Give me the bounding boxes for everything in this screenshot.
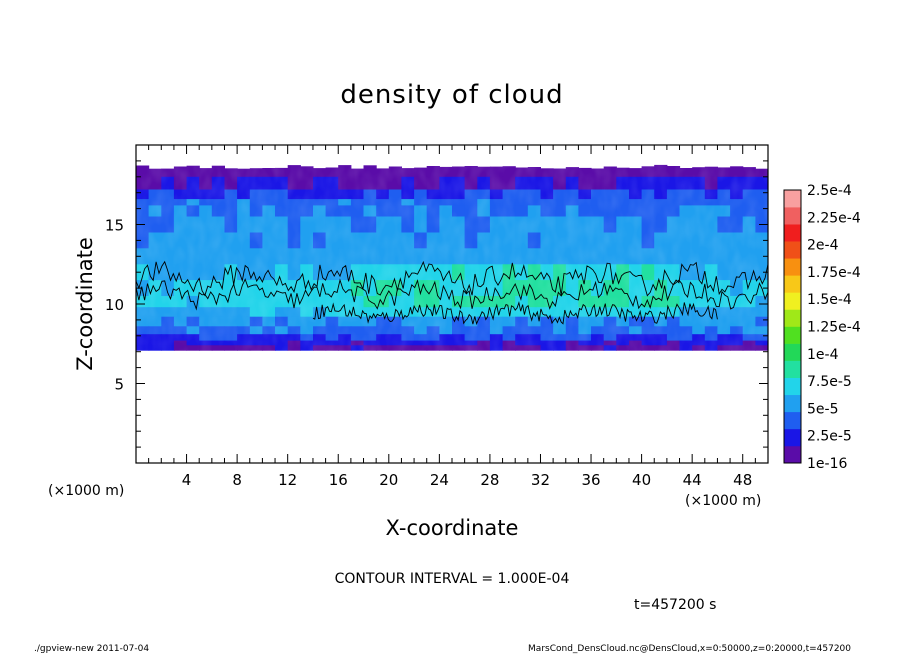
colorbar-label: 1.25e-4 [807,320,861,336]
colorbar-swatch [784,428,801,447]
y-unit-label: (×1000 m) [48,483,124,499]
x-axis: 4 8 12 16 20 24 28 32 36 40 44 48 [148,145,756,489]
contour-line [136,260,768,297]
y-tick-label: 10 [105,296,124,314]
colorbar-swatch [784,241,801,259]
colorbar-swatch [784,224,801,242]
x-tick-label: 4 [182,471,192,489]
contour-interval-label: CONTOUR INTERVAL = 1.000E-04 [335,571,570,587]
x-tick-label: 44 [683,471,702,489]
x-tick-label: 48 [733,471,752,489]
colorbar-frame [783,189,802,464]
colorbar-label: 5e-5 [807,401,838,417]
colorbar-label: 1e-4 [807,347,839,363]
x-tick-label: 16 [329,471,348,489]
colorbar-label: 1.75e-4 [807,265,861,281]
x-tick-label: 32 [531,471,550,489]
colorbar-label: 2.5e-5 [807,429,852,445]
contour-line [136,278,768,311]
x-axis-label: X-coordinate [386,516,519,540]
x-tick-label: 40 [632,471,651,489]
x-tick-label: 24 [430,471,449,489]
field-texture [136,145,768,463]
x-tick-label: 12 [278,471,297,489]
y-tick-label: 15 [105,217,124,235]
colorbar-swatch [784,411,801,430]
footer-left: ./gpview-new 2011-07-04 [34,644,149,654]
footer-right: MarsCond_DensCloud.nc@DensCloud,x=0:5000… [528,644,851,654]
colorbar-swatch [784,292,801,310]
contour-lines [136,260,768,326]
colorbar-swatch [784,309,801,327]
colorbar-swatch [784,360,801,378]
density-field [136,145,768,463]
x-unit-label: (×1000 m) [685,493,761,509]
y-tick-label: 5 [114,376,124,394]
colorbar-swatch [784,377,801,396]
colorbar-swatch [784,326,801,344]
colorbar-label: 2.5e-4 [807,183,852,199]
x-tick-label: 36 [581,471,600,489]
colorbar-label: 2e-4 [807,238,839,254]
colorbar-label: 1e-16 [807,456,847,472]
contour-line [312,301,718,326]
x-tick-label: 20 [379,471,398,489]
colorbar: 2.5e-4 2.25e-4 2e-4 1.75e-4 1.5e-4 1.25e-4 1e-… [783,183,861,472]
x-tick-label: 28 [480,471,499,489]
colorbar-swatch [784,343,801,361]
colorbar-label: 7.5e-5 [807,374,852,390]
colorbar-swatch [784,275,801,293]
time-label: t=457200 s [634,597,716,613]
chart-title: density of cloud [340,80,563,110]
colorbar-swatch [784,445,801,464]
colorbar-swatch [784,258,801,276]
colorbar-label: 1.5e-4 [807,292,852,308]
y-axis: 5 10 15 [105,160,768,448]
x-tick-label: 8 [232,471,242,489]
colorbar-swatch [784,394,801,413]
colorbar-swatch [784,207,801,225]
colorbar-swatch [784,190,801,208]
colorbar-label: 2.25e-4 [807,210,861,226]
y-axis-label: Z-coordinate [73,237,97,371]
